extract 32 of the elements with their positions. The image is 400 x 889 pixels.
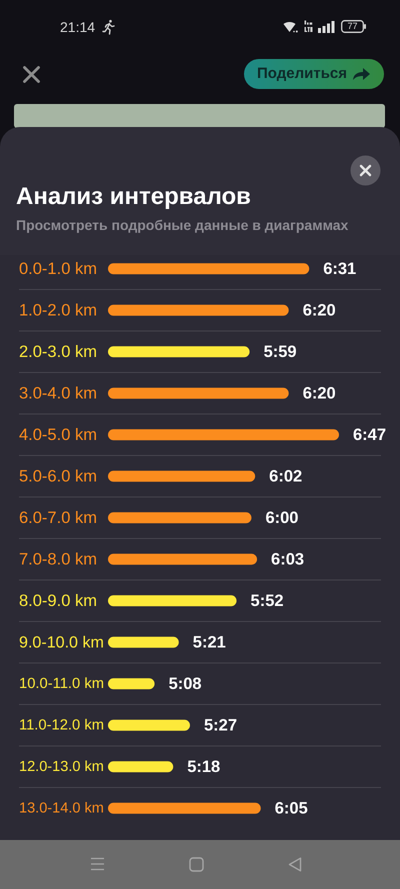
y-tick-label: 10.0-11.0 km xyxy=(19,676,104,692)
data-label: 6:47 xyxy=(353,426,386,444)
chart-title: Анализ интервалов xyxy=(16,183,251,211)
data-label: 6:00 xyxy=(265,508,298,527)
data-label: 6:20 xyxy=(302,301,336,320)
y-tick-label: 8.0-9.0 km xyxy=(19,592,97,610)
y-tick-label: 6.0-7.0 km xyxy=(19,508,97,527)
y-tick-label: 9.0-10.0 km xyxy=(19,633,104,652)
data-label: 5:21 xyxy=(192,633,226,652)
chart-subtitle: Просмотреть подробные данные в диаграммах xyxy=(16,217,348,233)
data-label: 5:18 xyxy=(187,758,220,776)
y-tick-label: 12.0-13.0 km xyxy=(19,758,104,775)
data-label: 5:27 xyxy=(204,716,237,734)
y-tick-label: 7.0-8.0 km xyxy=(19,550,97,568)
data-label: 5:08 xyxy=(168,674,202,693)
y-tick-label: 2.0-3.0 km xyxy=(19,342,97,361)
data-label: 6:20 xyxy=(302,384,336,402)
data-label: 6:31 xyxy=(323,260,356,278)
y-tick-label: 0.0-1.0 km xyxy=(19,260,97,278)
y-tick-label: 13.0-14.0 km xyxy=(19,800,104,816)
y-tick-label: 5.0-6.0 km xyxy=(19,467,97,486)
y-tick-label: 4.0-5.0 km xyxy=(19,426,97,444)
y-tick-label: 3.0-4.0 km xyxy=(19,384,97,402)
data-label: 5:52 xyxy=(250,592,284,610)
share-button: Поделиться xyxy=(244,59,384,89)
y-tick-label: 11.0-12.0 km xyxy=(19,717,104,734)
data-label: 6:02 xyxy=(269,467,302,486)
data-label: 6:05 xyxy=(274,799,308,818)
data-label: 5:59 xyxy=(264,342,297,361)
y-tick-label: 1.0-2.0 km xyxy=(19,301,97,320)
data-label: 6:03 xyxy=(271,550,304,568)
text: 21:14 xyxy=(60,18,96,36)
